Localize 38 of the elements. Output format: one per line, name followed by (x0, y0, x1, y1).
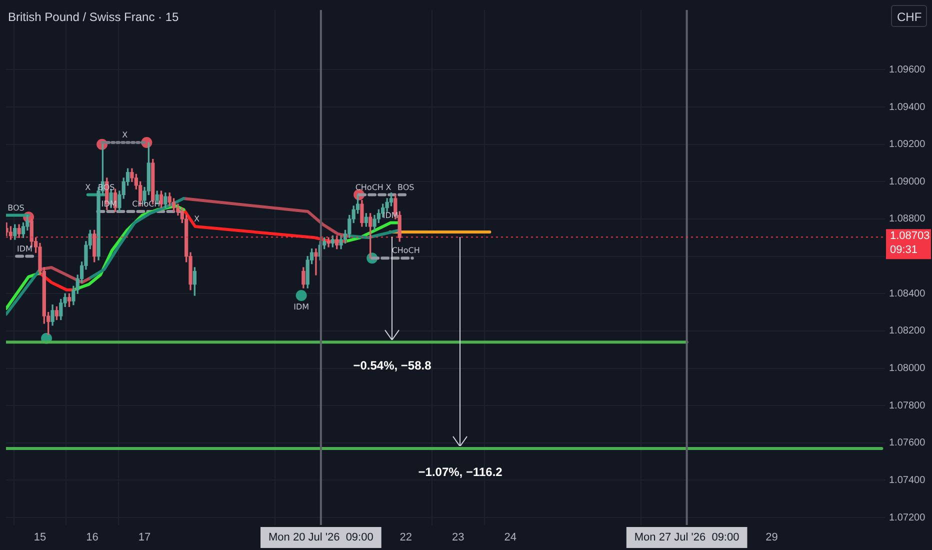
ref-line-label: Mon 27 Jul '26 09:00 (634, 532, 740, 544)
x-tick-label: 15 (34, 532, 46, 544)
y-tick-label: 1.09400 (889, 102, 926, 113)
annotation: BOS (397, 182, 414, 192)
y-tick-label: 1.07200 (889, 512, 926, 524)
y-tick-label: 1.08000 (889, 363, 926, 374)
y-tick-label: 1.09000 (889, 176, 926, 188)
ref-line-label: 1.08703 09:31 (890, 230, 930, 256)
ref-line-label: Mon 20 Jul '26 09:00 (268, 532, 374, 544)
y-tick-label: 1.08400 (889, 288, 926, 300)
annotation: IDM (294, 302, 310, 312)
annotation: −0.54%, −58.8 (353, 358, 432, 372)
annotation: IDM (101, 200, 117, 209)
y-tick-label: 1.07400 (889, 474, 926, 486)
y-tick-label: 1.08200 (889, 326, 926, 337)
annotation: −1.07%, −116.2 (418, 464, 503, 479)
annotation: CHoCH (355, 182, 384, 192)
x-tick-label: 22 (400, 532, 412, 544)
annotation: X (85, 182, 92, 192)
y-tick-label: 1.09600 (889, 64, 926, 76)
y-tick-label: 1.07600 (889, 438, 926, 449)
y-tick-label: 1.07800 (889, 400, 926, 412)
annotation: X (386, 182, 392, 192)
chart-title: British Pound / Swiss Franc · 15 (8, 10, 179, 24)
annotation: BOS (8, 203, 24, 212)
annotation: IDM (17, 244, 33, 254)
y-tick-label: 1.08800 (889, 214, 926, 225)
x-tick-label: 24 (504, 532, 517, 544)
x-tick-label: 16 (86, 532, 98, 544)
annotation: CHoCH (392, 246, 420, 256)
x-tick-label: 17 (138, 532, 151, 544)
point (296, 290, 307, 301)
x-tick-label: 23 (452, 532, 464, 544)
y-tick-label: 1.09200 (889, 139, 926, 150)
annotation: X (122, 130, 128, 140)
annotation: X (194, 214, 200, 224)
y-axis-title: CHF (891, 5, 927, 27)
x-tick-label: 29 (766, 532, 778, 544)
